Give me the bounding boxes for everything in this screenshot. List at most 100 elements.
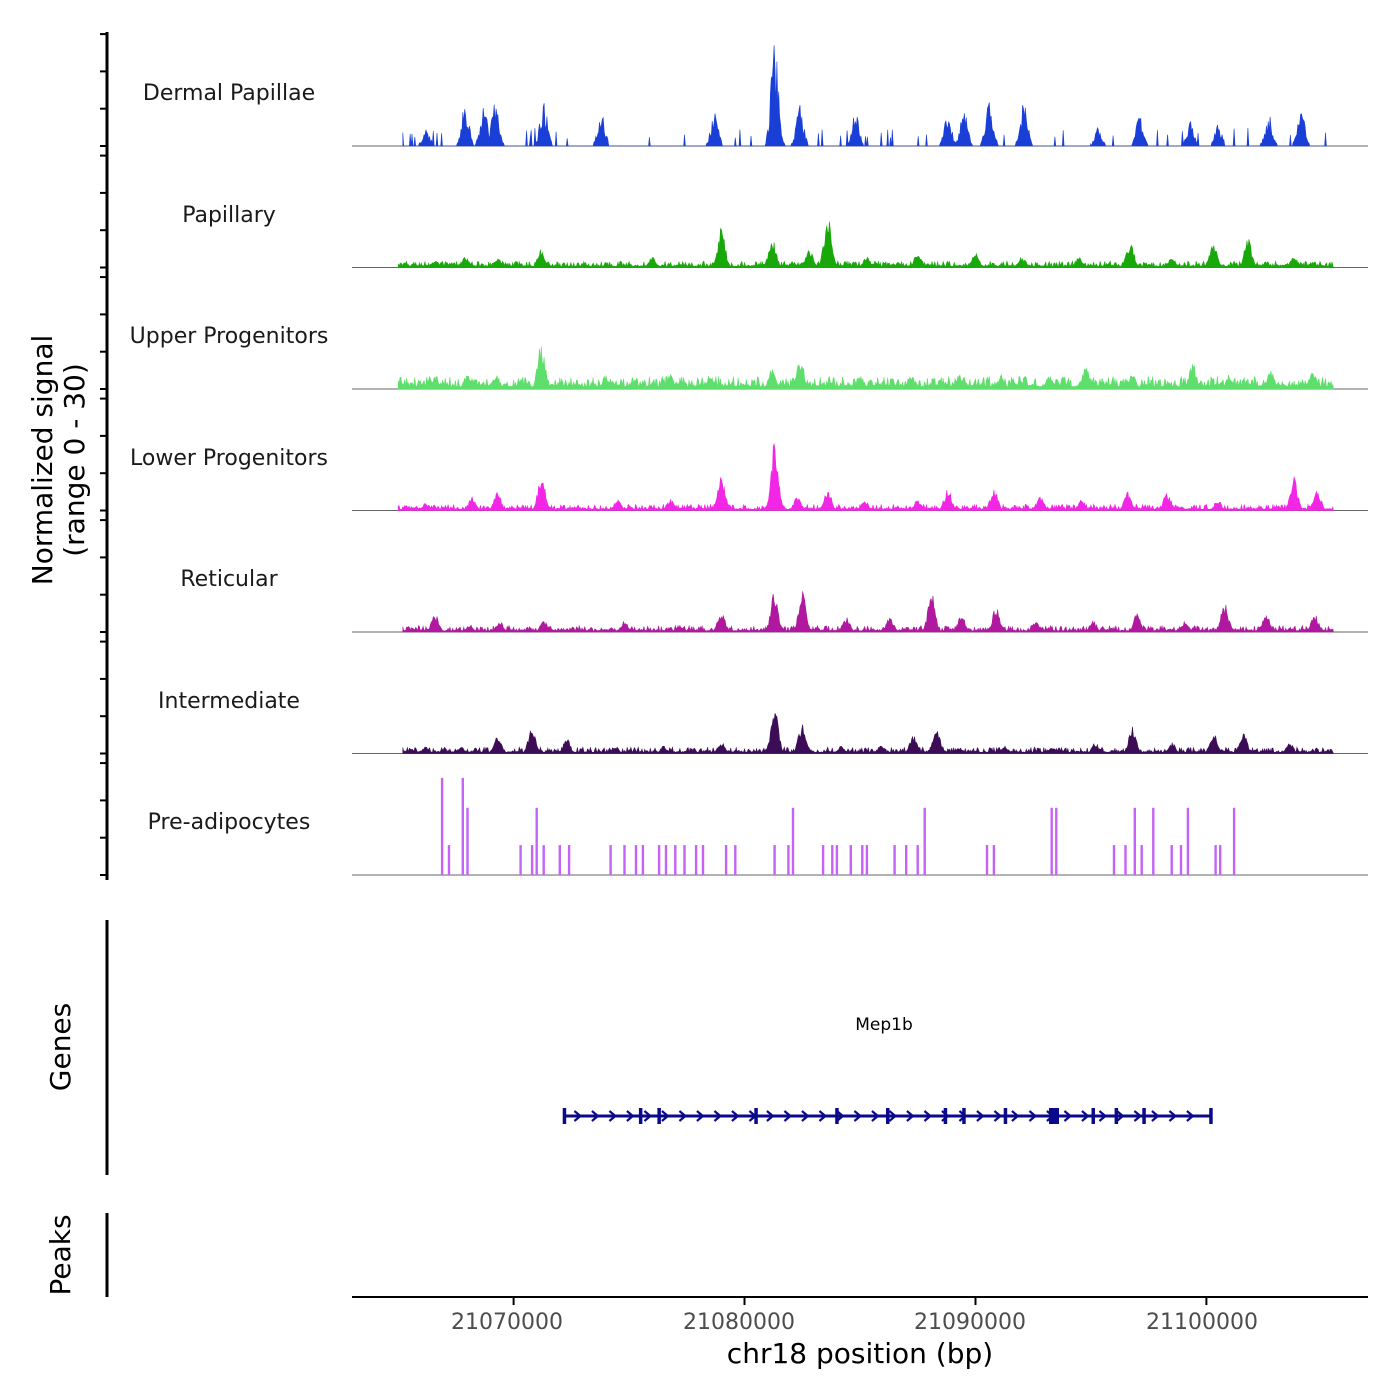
signal-spike [694, 845, 698, 875]
track-label-pre-adipocytes: Pre-adipocytes [148, 810, 311, 835]
signal-spike [701, 845, 705, 875]
signal-spike [1133, 807, 1136, 875]
signal-spike [787, 845, 790, 875]
signal-area [402, 45, 1327, 148]
x-tick-label-21100000: 21100000 [1146, 1310, 1258, 1335]
strand-arrow [1151, 1110, 1160, 1122]
signal-spike [641, 845, 645, 875]
gene-exon [638, 1108, 643, 1124]
signal-spike [440, 777, 444, 875]
signal-spike [831, 845, 834, 875]
strand-arrow [713, 1110, 723, 1122]
signal-spike [905, 845, 908, 875]
gene-model-mep1b [562, 1108, 1213, 1124]
signal-area [402, 713, 1334, 754]
track-label-reticular: Reticular [180, 567, 278, 592]
signal-spike [558, 845, 561, 875]
signal-spike [461, 777, 464, 875]
signal-spike [1179, 845, 1183, 875]
x-axis-ticks [512, 1297, 1208, 1305]
signal-spike [835, 845, 839, 875]
signal-area [397, 442, 1334, 511]
gene-exon [1114, 1108, 1119, 1124]
strand-arrow [591, 1110, 600, 1122]
signal-spike [657, 845, 661, 875]
signal-spike [542, 845, 545, 875]
signal-spike [916, 845, 919, 875]
x-tick-label-21090000: 21090000 [914, 1310, 1026, 1335]
signal-spike [1055, 807, 1058, 875]
signal-tracks [352, 45, 1368, 876]
strand-arrow [871, 1110, 880, 1122]
strand-arrow [1081, 1110, 1090, 1122]
gene-exon [943, 1108, 948, 1124]
signal-y-ticks [100, 33, 107, 876]
gene-exon [1209, 1108, 1213, 1124]
strand-arrow [626, 1110, 635, 1122]
signal-spike [1140, 845, 1143, 875]
genes-axis-title: Genes [44, 1003, 77, 1091]
signal-spike [1232, 807, 1236, 875]
signal-spike [773, 845, 776, 875]
strand-arrow [731, 1110, 740, 1122]
track-label-lower-progenitors: Lower Progenitors [130, 446, 328, 471]
gene-exon [962, 1108, 966, 1124]
strand-arrow [1063, 1110, 1073, 1122]
track-pre-adipocytes [352, 777, 1368, 876]
signal-spike [992, 845, 996, 875]
signal-spike [664, 845, 668, 875]
signal-spike [985, 845, 989, 875]
track-label-upper-progenitors: Upper Progenitors [130, 324, 329, 349]
y-axis-title-line1: Normalized signal [26, 335, 59, 586]
signal-area [397, 346, 1334, 390]
strand-arrow [853, 1110, 863, 1122]
gene-exon [562, 1108, 567, 1124]
strand-arrow [1168, 1110, 1178, 1122]
track-papillary [352, 221, 1368, 268]
track-label-papillary: Papillary [182, 203, 276, 228]
signal-spike [861, 845, 864, 875]
signal-area [397, 221, 1334, 268]
signal-spike [634, 845, 638, 875]
strand-arrow [661, 1110, 670, 1122]
x-axis-title: chr18 position (bp) [727, 1337, 993, 1370]
strand-arrow [783, 1110, 793, 1122]
signal-spike [1124, 845, 1127, 875]
signal-spike [1050, 807, 1053, 875]
signal-spike [1214, 845, 1217, 875]
signal-spike [923, 807, 926, 875]
signal-spike [724, 845, 728, 875]
signal-spike [1170, 845, 1173, 875]
strand-arrow [801, 1110, 810, 1122]
track-reticular [352, 591, 1368, 633]
signal-spike [1219, 845, 1222, 875]
strand-arrow [766, 1110, 775, 1122]
gene-exon [1049, 1108, 1059, 1124]
signal-spike [1112, 845, 1116, 875]
strand-arrow [1186, 1110, 1195, 1122]
strand-arrow [976, 1110, 985, 1122]
signal-spike [535, 807, 538, 875]
signal-area [402, 591, 1334, 633]
gene-name-label: Mep1b [855, 1015, 913, 1035]
y-axis-title-line2: (range 0 - 30) [58, 363, 91, 557]
strand-arrow [1098, 1110, 1108, 1122]
signal-spike [849, 845, 852, 875]
strand-arrow [573, 1110, 583, 1122]
strand-arrow [608, 1110, 618, 1122]
signal-spike [1152, 807, 1155, 875]
strand-arrow [818, 1110, 828, 1122]
signal-spike [567, 845, 571, 875]
track-intermediate [352, 713, 1368, 754]
gene-exon [657, 1108, 661, 1124]
track-label-intermediate: Intermediate [158, 689, 300, 714]
signal-spike [674, 845, 677, 875]
gene-exon [835, 1108, 839, 1124]
strand-arrow [888, 1110, 898, 1122]
signal-spike [893, 845, 896, 875]
gene-exon [1091, 1108, 1095, 1124]
strand-arrow [836, 1110, 845, 1122]
signal-spike [530, 845, 534, 875]
strand-arrow [906, 1110, 915, 1122]
